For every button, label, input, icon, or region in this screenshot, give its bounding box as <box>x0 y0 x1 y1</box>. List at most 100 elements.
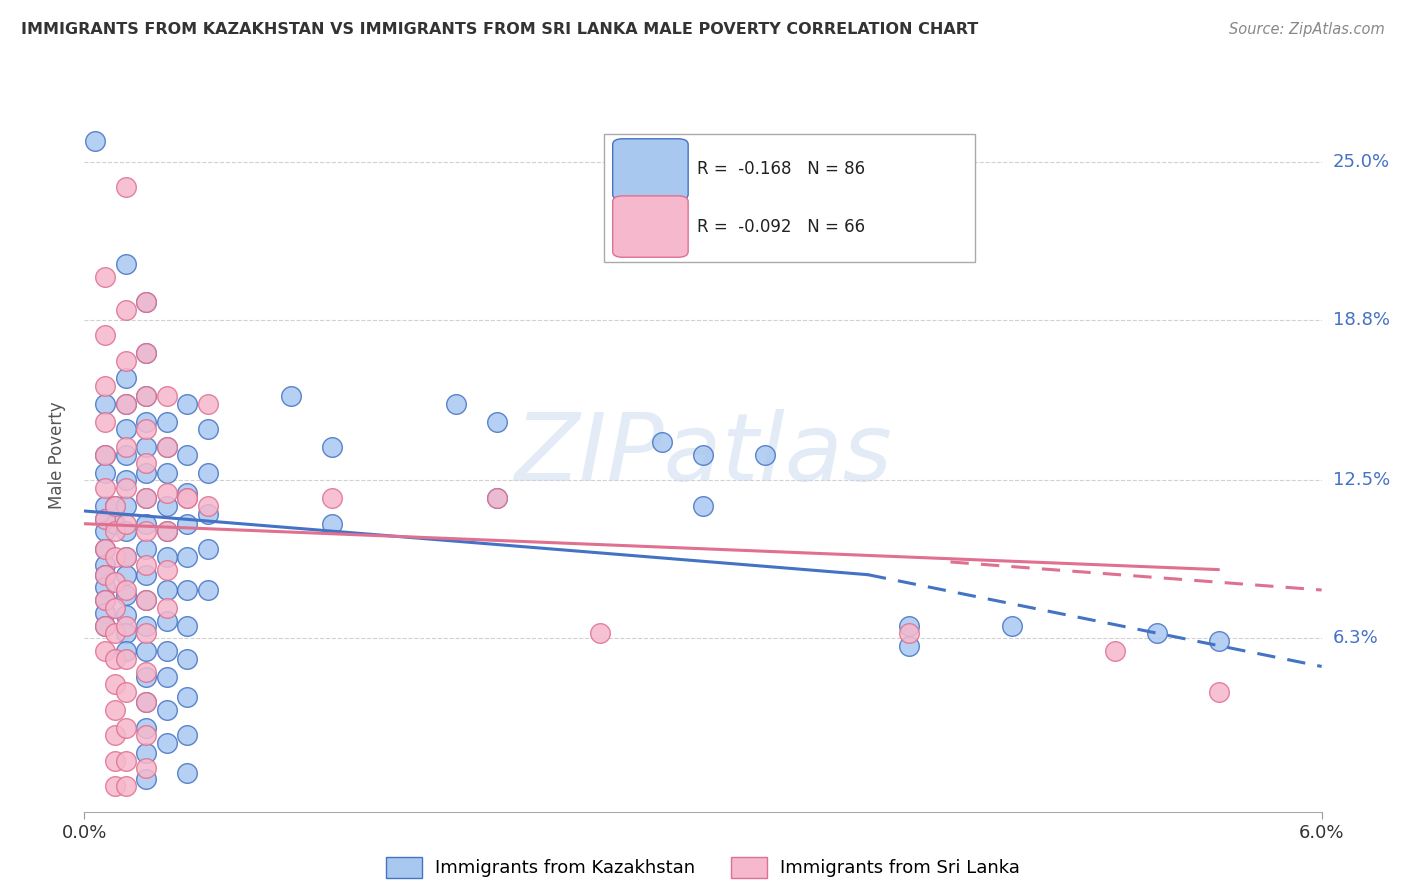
Point <box>135 695 157 709</box>
Point <box>104 600 127 615</box>
Point <box>94 593 117 607</box>
Point <box>156 644 179 658</box>
Point <box>280 389 302 403</box>
Point <box>197 542 219 557</box>
Point <box>135 295 157 310</box>
Point <box>156 582 179 597</box>
Point <box>156 563 179 577</box>
Point <box>176 690 198 704</box>
Point <box>135 618 157 632</box>
Point <box>104 549 127 564</box>
Point <box>94 499 117 513</box>
Point <box>114 180 136 194</box>
Point <box>176 397 198 411</box>
Point <box>321 491 343 506</box>
FancyBboxPatch shape <box>613 139 688 200</box>
Point <box>156 415 179 429</box>
Point <box>94 397 117 411</box>
Point <box>135 593 157 607</box>
Point <box>104 516 127 531</box>
Point <box>485 415 508 429</box>
Point <box>135 772 157 786</box>
Text: R =  -0.092   N = 66: R = -0.092 N = 66 <box>697 218 865 235</box>
Point <box>114 644 136 658</box>
Point <box>114 582 136 597</box>
Text: 6.3%: 6.3% <box>1333 630 1378 648</box>
Point <box>104 524 127 539</box>
Point <box>135 665 157 679</box>
Text: IMMIGRANTS FROM KAZAKHSTAN VS IMMIGRANTS FROM SRI LANKA MALE POVERTY CORRELATION: IMMIGRANTS FROM KAZAKHSTAN VS IMMIGRANTS… <box>21 22 979 37</box>
Point <box>135 626 157 640</box>
Point <box>156 499 179 513</box>
Point <box>135 389 157 403</box>
Point <box>156 614 179 628</box>
Point <box>444 397 467 411</box>
Point <box>197 397 219 411</box>
Point <box>114 549 136 564</box>
Point <box>156 524 179 539</box>
Point <box>114 549 136 564</box>
Point <box>156 524 179 539</box>
Point <box>104 677 127 691</box>
Point <box>135 456 157 470</box>
Point <box>135 721 157 735</box>
Point <box>176 728 198 742</box>
Point <box>197 499 219 513</box>
Point <box>94 542 117 557</box>
Point <box>94 415 117 429</box>
Point <box>114 353 136 368</box>
Point <box>114 721 136 735</box>
Point <box>176 766 198 780</box>
Point <box>114 440 136 454</box>
Point <box>176 486 198 500</box>
Point <box>135 644 157 658</box>
Point <box>156 736 179 750</box>
Point <box>176 549 198 564</box>
Point <box>104 626 127 640</box>
Point <box>589 626 612 640</box>
Point <box>114 685 136 699</box>
Point <box>94 567 117 582</box>
Legend: Immigrants from Kazakhstan, Immigrants from Sri Lanka: Immigrants from Kazakhstan, Immigrants f… <box>380 849 1026 885</box>
Point <box>104 499 127 513</box>
Point <box>135 593 157 607</box>
Point <box>135 346 157 360</box>
Point <box>135 558 157 572</box>
Point <box>114 499 136 513</box>
Point <box>135 295 157 310</box>
Point <box>135 567 157 582</box>
Point <box>94 581 117 595</box>
Point <box>114 754 136 768</box>
Point <box>135 491 157 506</box>
Point <box>135 542 157 557</box>
Point <box>156 600 179 615</box>
Point <box>156 389 179 403</box>
Point <box>485 491 508 506</box>
Point <box>176 491 198 506</box>
Point <box>114 474 136 488</box>
Point <box>104 779 127 793</box>
Point <box>156 440 179 454</box>
Text: 25.0%: 25.0% <box>1333 153 1391 171</box>
Point <box>135 491 157 506</box>
Point <box>94 328 117 343</box>
Point <box>104 499 127 513</box>
Point <box>83 135 105 149</box>
Point <box>135 346 157 360</box>
Point <box>135 670 157 684</box>
Text: Source: ZipAtlas.com: Source: ZipAtlas.com <box>1229 22 1385 37</box>
Point <box>114 516 136 531</box>
Point <box>1104 644 1126 658</box>
Point <box>135 746 157 760</box>
Point <box>94 511 117 525</box>
Point <box>156 549 179 564</box>
Point <box>135 389 157 403</box>
Point <box>1208 685 1230 699</box>
Text: R =  -0.168   N = 86: R = -0.168 N = 86 <box>697 161 865 178</box>
Point <box>114 302 136 317</box>
Text: 18.8%: 18.8% <box>1333 310 1389 329</box>
Point <box>135 695 157 709</box>
Point <box>114 618 136 632</box>
Point <box>114 257 136 271</box>
Point <box>1208 634 1230 648</box>
